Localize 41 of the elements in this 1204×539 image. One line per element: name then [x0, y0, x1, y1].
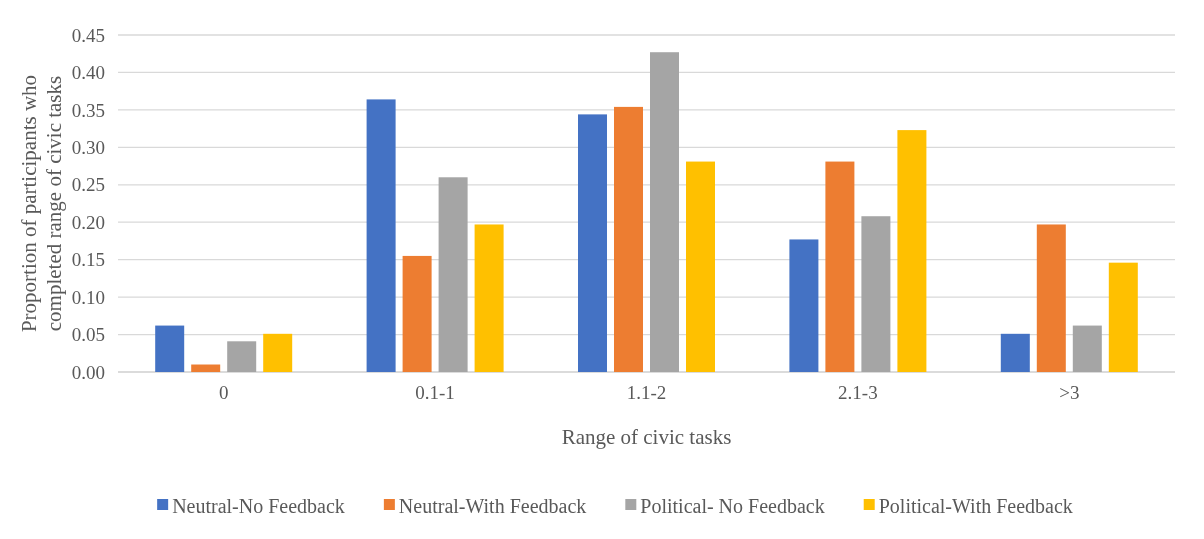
bar: [366, 99, 396, 372]
bar: [1000, 333, 1030, 372]
x-tick-label: 1.1-2: [626, 382, 667, 403]
bar: [263, 333, 293, 372]
bar: [402, 255, 432, 372]
legend-label: Neutral-With Feedback: [398, 495, 587, 517]
bar: [227, 341, 257, 372]
y-tick-label: 0.05: [71, 324, 105, 346]
bar: [1108, 262, 1138, 372]
bar: [191, 364, 221, 372]
y-tick-label: 0.00: [71, 361, 105, 383]
x-tick-label: >3: [1059, 382, 1080, 403]
bar: [861, 216, 891, 372]
legend-label: Political- No Feedback: [640, 495, 825, 517]
bar: [789, 239, 819, 372]
bar: [438, 177, 468, 372]
bar: [897, 130, 927, 372]
y-axis-title: Proportion of participants who completed range of civic tasks: [17, 74, 67, 333]
bar: [1072, 325, 1102, 372]
x-axis-title: Range of civic tasks: [561, 425, 732, 449]
bar: [578, 114, 607, 372]
y-tick-label: 0.25: [71, 174, 105, 196]
bar: [614, 106, 643, 372]
x-tick-label: 0.1-1: [415, 382, 455, 403]
x-tick-label: 0: [218, 382, 229, 403]
bar: [686, 161, 715, 372]
bar: [474, 224, 504, 372]
y-tick-label: 0.45: [71, 24, 105, 46]
y-tick-label: 0.10: [71, 286, 105, 308]
legend-label: Neutral-No Feedback: [172, 495, 345, 517]
bar: [1036, 224, 1066, 372]
bar: [825, 161, 855, 372]
legend-label: Political-With Feedback: [878, 495, 1073, 517]
y-tick-label: 0.20: [71, 211, 105, 233]
y-tick-label: 0.35: [71, 99, 105, 121]
x-tick-label: 2.1-3: [838, 382, 878, 403]
y-tick-label: 0.15: [71, 249, 105, 271]
y-tick-label: 0.30: [71, 136, 105, 158]
y-tick-label: 0.40: [71, 62, 105, 84]
bar: [650, 52, 679, 372]
bar: [155, 325, 185, 372]
